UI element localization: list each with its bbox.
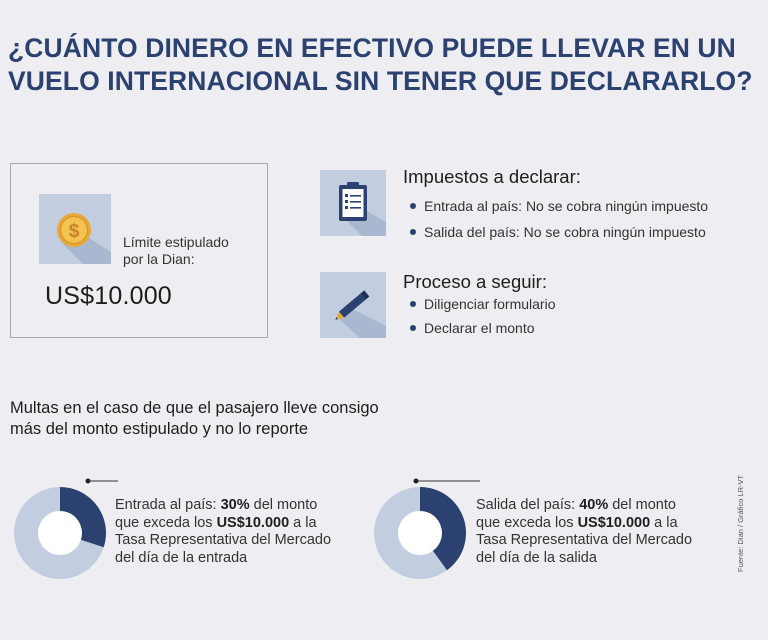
- exit-donut-hole: [398, 511, 442, 555]
- fines-heading: Multas en el caso de que el pasajero lle…: [10, 399, 379, 438]
- limit-value: US$10.000: [45, 282, 172, 310]
- dollar-coin-icon: $: [57, 213, 111, 264]
- limit-label: Límite estipulado por la Dian:: [123, 234, 229, 267]
- process-item-form: Diligenciar formulario: [410, 296, 556, 312]
- source-credit: Fuente: Dian / Gráfico LR-VT: [736, 474, 745, 572]
- pencil-tile: [320, 272, 386, 338]
- clipboard-icon: [339, 182, 386, 236]
- coin-tile: $: [39, 194, 111, 264]
- bullet-dot: [410, 301, 416, 308]
- entry-fine-text: Entrada al país: 30% del monto que exced…: [115, 497, 332, 566]
- pencil-icon: [335, 290, 386, 338]
- exit-leader-dot: [413, 478, 419, 484]
- entry-donut-hole: [38, 511, 82, 555]
- taxes-heading: Impuestos a declarar:: [403, 166, 581, 187]
- exit-fine-text: Salida del país: 40% del monto que exced…: [476, 497, 693, 566]
- limit-box: $ Límite estipulado por la Dian: US$10.0…: [10, 163, 268, 338]
- exit-donut-slice: [420, 487, 466, 571]
- bullet-dot: [410, 325, 416, 332]
- entry-fine-donut: [14, 478, 110, 579]
- exit-leader-extension: [468, 480, 480, 482]
- bullet-dot: [410, 203, 416, 210]
- tax-item-entry: Entrada al país: No se cobra ningún impu…: [410, 198, 708, 214]
- page-title: ¿CUÁNTO DINERO EN EFECTIVO PUEDE LLEVAR …: [8, 32, 758, 98]
- bullet-dot: [410, 229, 416, 236]
- title-line-1: ¿CUÁNTO DINERO EN EFECTIVO PUEDE LLEVAR …: [8, 33, 736, 63]
- tax-item-exit: Salida del país: No se cobra ningún impu…: [410, 224, 706, 240]
- process-item-declare: Declarar el monto: [410, 320, 535, 336]
- clipboard-tile: [320, 170, 386, 236]
- exit-fine-donut: [374, 478, 470, 579]
- process-heading: Proceso a seguir:: [403, 271, 547, 292]
- entry-leader-extension: [88, 480, 118, 482]
- svg-text:$: $: [69, 221, 80, 242]
- title-line-2: VUELO INTERNACIONAL SIN TENER QUE DECLAR…: [8, 66, 753, 96]
